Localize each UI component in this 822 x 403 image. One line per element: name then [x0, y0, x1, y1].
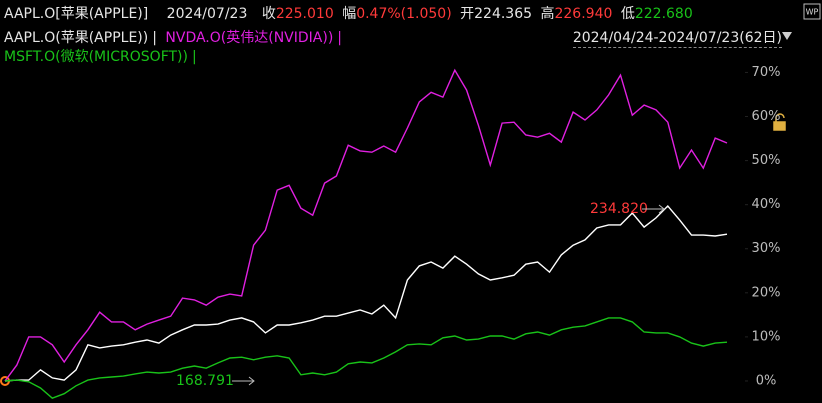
legend-entry[interactable]: AAPL.O(苹果(APPLE))	[4, 30, 149, 46]
close-label: 收	[261, 6, 276, 22]
badge-box	[803, 3, 821, 20]
y-tick-label: 50%	[752, 153, 781, 168]
legend-entry[interactable]: MSFT.O(微软(MICROSOFT))	[4, 49, 188, 65]
y-tick-label: 60%	[752, 109, 781, 124]
symbol: AAPL.O[苹果(APPLE)]	[4, 6, 149, 22]
y-tick-label: 40%	[752, 197, 781, 212]
change: 0.47%(1.050)	[356, 6, 452, 22]
open: 224.365	[474, 6, 533, 22]
legend-separator: |	[191, 49, 197, 65]
low-label: 低	[620, 6, 635, 22]
change-label: 幅	[342, 6, 357, 22]
series-line	[4, 68, 728, 382]
legend-row: AAPL.O(苹果(APPLE)) | NVDA.O(英伟达(NVIDIA)) |	[4, 27, 346, 47]
corner-badge[interactable]: WP	[806, 8, 819, 17]
series-line	[4, 317, 728, 400]
y-tick-label: 70%	[752, 65, 781, 80]
annotation-arrow	[642, 204, 665, 214]
close: 225.010	[275, 6, 334, 22]
y-tick-label: 30%	[752, 241, 781, 256]
high: 226.940	[554, 6, 613, 22]
high-label: 高	[540, 6, 555, 22]
y-tick-label: 10%	[752, 329, 781, 344]
quote-date: 2024/07/23	[166, 6, 248, 22]
legend-separator: |	[152, 30, 157, 46]
series-line	[4, 204, 728, 382]
annotation-arrow	[232, 376, 255, 386]
legend-row: MSFT.O(微软(MICROSOFT)) |	[4, 46, 201, 66]
open-label: 开	[460, 6, 475, 22]
y-tick-label: 0%	[756, 373, 777, 388]
annotation: 234.820	[590, 201, 648, 217]
legend-separator: |	[337, 30, 343, 46]
annotation: 168.791	[176, 373, 234, 389]
low: 222.680	[634, 6, 693, 22]
dropdown-arrow[interactable]	[782, 32, 792, 40]
quote-header: AAPL.O[苹果(APPLE)] 2024/07/23 收225.010 幅0…	[4, 3, 697, 23]
date-range[interactable]: 2024/04/24-2024/07/23(62日)	[572, 27, 782, 48]
lock-icon	[773, 113, 786, 131]
y-tick-label: 20%	[752, 285, 781, 300]
legend-entry[interactable]: NVDA.O(英伟达(NVIDIA))	[165, 30, 334, 46]
